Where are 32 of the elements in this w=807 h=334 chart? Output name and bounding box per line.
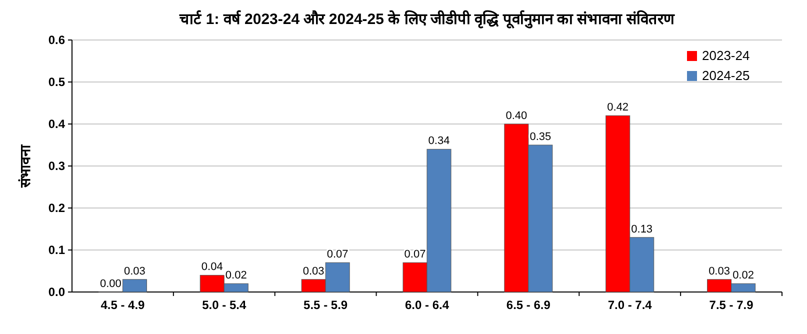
y-tick-label: 0.3 bbox=[48, 159, 66, 173]
legend-label: 2024-25 bbox=[702, 68, 750, 83]
data-label: 0.35 bbox=[530, 131, 552, 143]
y-tick-label: 0.2 bbox=[48, 201, 66, 215]
data-label: 0.03 bbox=[124, 265, 146, 278]
chart-title: चार्ट 1: वर्ष 2023-24 और 2024-25 के लिए जीडीपी वृद्धि पूर्वानुमान का संभावना संवितरण bbox=[178, 10, 676, 29]
y-tick-label: 0.1 bbox=[48, 243, 66, 257]
data-label: 0.02 bbox=[732, 270, 754, 282]
data-label: 0.13 bbox=[631, 223, 653, 236]
x-tick-label: 5.0 - 5.4 bbox=[202, 298, 246, 312]
y-tick-label: 0.6 bbox=[48, 33, 66, 47]
y-tick-label: 0.0 bbox=[48, 285, 66, 299]
data-label: 0.42 bbox=[607, 102, 629, 114]
data-label: 0.07 bbox=[326, 248, 348, 261]
data-label: 0.02 bbox=[225, 270, 247, 282]
x-tick-label: 6.0 - 6.4 bbox=[404, 298, 450, 312]
data-label: 0.04 bbox=[201, 261, 223, 274]
y-axis-title: संभावना bbox=[17, 144, 33, 188]
data-label: 0.07 bbox=[404, 248, 426, 261]
data-label: 0.00 bbox=[100, 278, 122, 290]
x-tick-label: 7.0 - 7.4 bbox=[608, 298, 652, 312]
data-label: 0.40 bbox=[506, 110, 528, 122]
x-tick-label: 6.5 - 6.9 bbox=[506, 298, 551, 312]
data-label: 0.03 bbox=[708, 265, 730, 278]
data-label: 0.34 bbox=[428, 135, 450, 148]
x-tick-label: 5.5 - 5.9 bbox=[304, 298, 348, 312]
x-tick-label: 7.5 - 7.9 bbox=[709, 298, 754, 312]
x-tick-label: 4.5 - 4.9 bbox=[100, 298, 146, 312]
y-tick-label: 0.5 bbox=[48, 75, 66, 89]
y-tick-label: 0.4 bbox=[48, 117, 66, 131]
data-label: 0.03 bbox=[302, 265, 324, 278]
legend-label: 2023-24 bbox=[702, 48, 750, 63]
